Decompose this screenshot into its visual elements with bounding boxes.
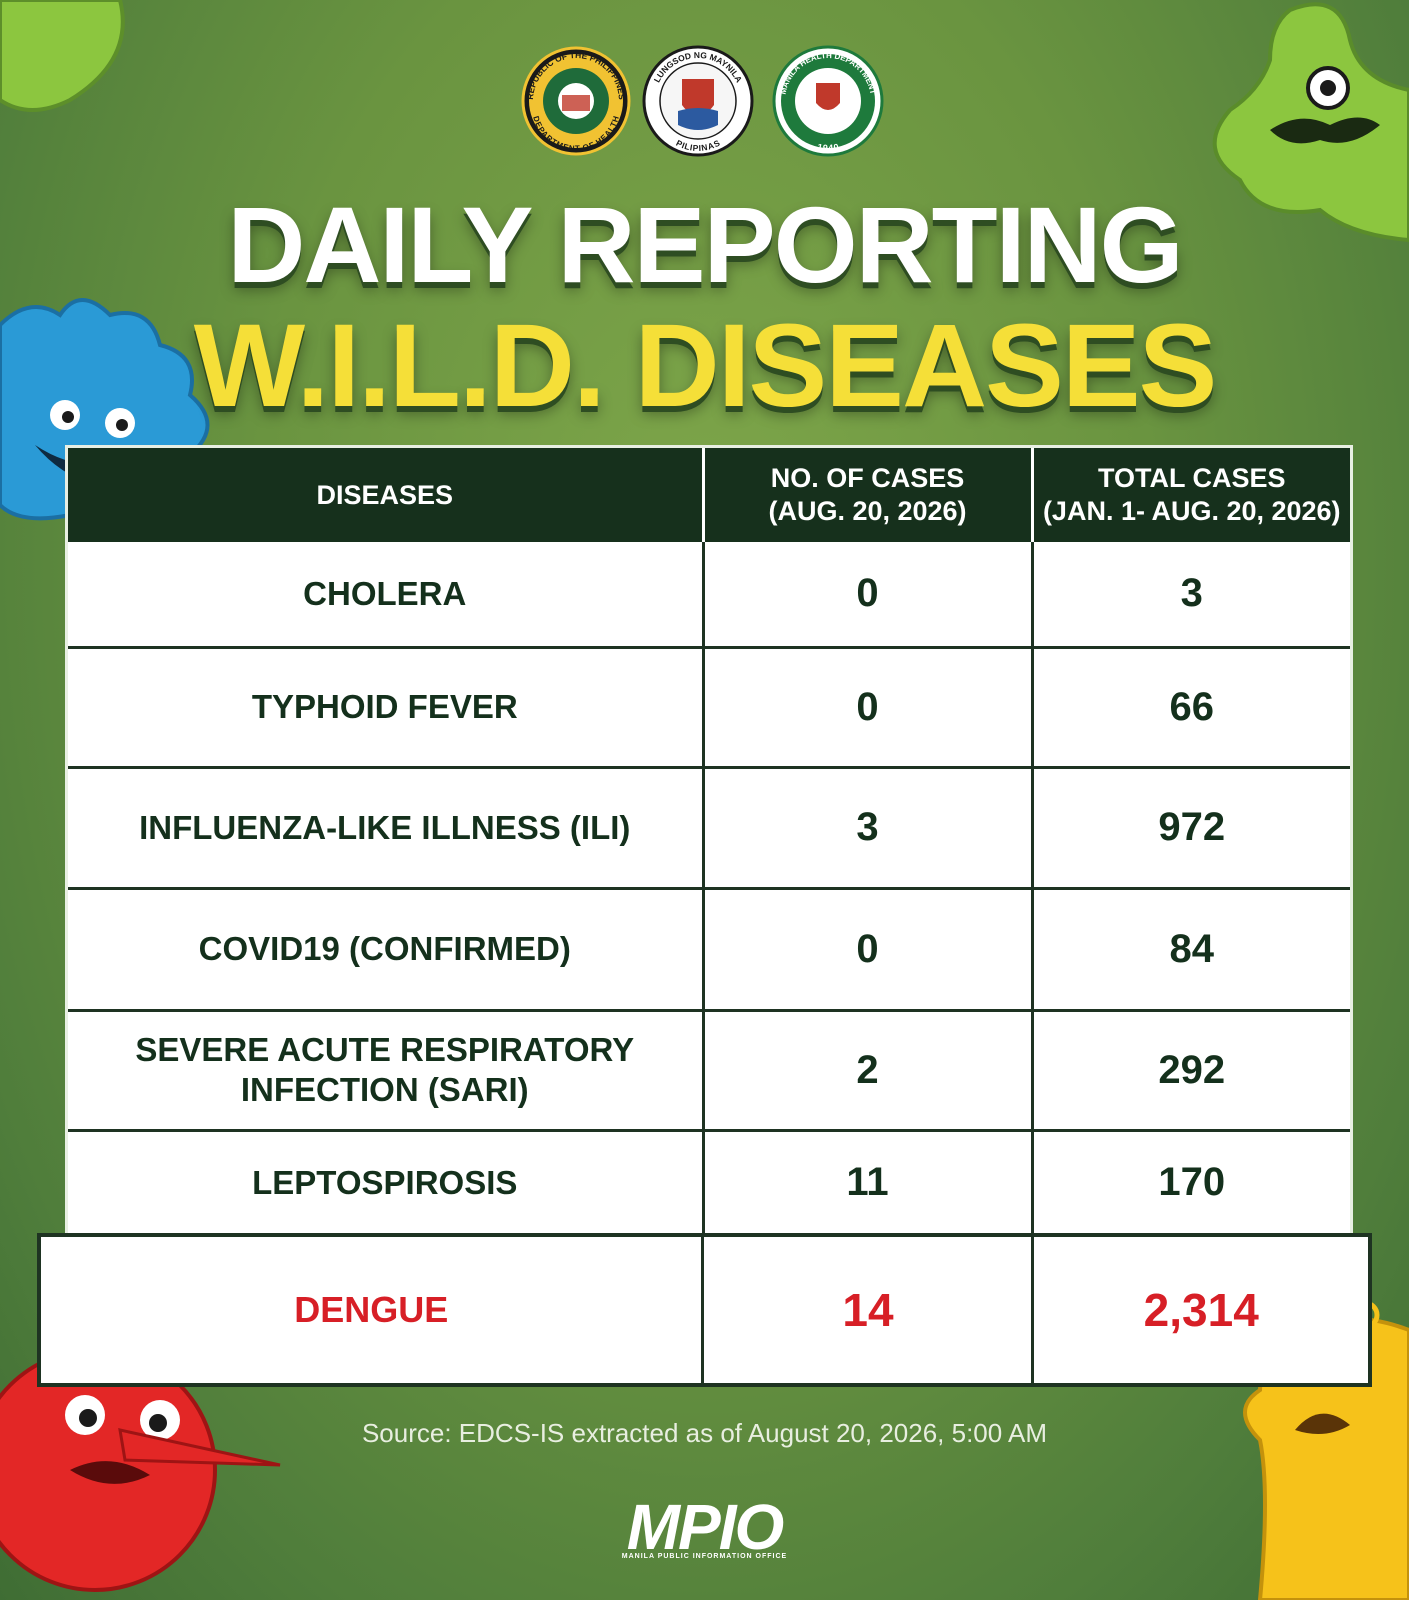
disease-name: CHOLERA	[68, 542, 705, 649]
table-row: SEVERE ACUTE RESPIRATORY INFECTION (SARI…	[68, 1010, 1350, 1132]
disease-name: DENGUE	[294, 1289, 449, 1330]
svg-text:PILIPINAS: PILIPINAS	[674, 138, 722, 154]
header-line: (JAN. 1- AUG. 20, 2026)	[1042, 496, 1341, 526]
germ-illustration	[0, 0, 125, 112]
case-count: 0	[701, 888, 1034, 1012]
case-count: 2	[701, 1010, 1034, 1132]
disease-table: DISEASES NO. OF CASES (AUG. 20, 2026) TOTAL…	[68, 448, 1350, 1237]
case-count: 14	[701, 1235, 1033, 1385]
table-row: TYPHOID FEVER 0 66	[68, 647, 1350, 769]
table-row: INFLUENZA-LIKE ILLNESS (ILI) 3 972	[68, 767, 1350, 890]
case-count: 0	[701, 542, 1034, 649]
header-cell: DISEASES	[68, 448, 703, 542]
footer-subtitle: MANILA PUBLIC INFORMATION OFFICE	[621, 1553, 788, 1560]
case-count: 2,314	[1031, 1235, 1370, 1385]
seal-text: PILIPINAS	[674, 138, 722, 154]
disease-name: COVID19 (CONFIRMED)	[68, 888, 705, 1012]
doh-seal: REPUBLIC OF THE PHILIPPINES DEPARTMENT O…	[521, 46, 631, 156]
header-cell: TOTAL CASES (JAN. 1- AUG. 20, 2026)	[1030, 448, 1350, 542]
header-line: (AUG. 20, 2026)	[768, 496, 967, 526]
table-row: CHOLERA 0 3	[68, 542, 1350, 649]
case-count: 3	[701, 767, 1034, 890]
table-row: COVID19 (CONFIRMED) 0 84	[68, 888, 1350, 1012]
header-row: DISEASES NO. OF CASES (AUG. 20, 2026) TOTAL…	[68, 448, 1350, 542]
case-count: 11	[701, 1130, 1034, 1237]
table-body: CHOLERA 0 3 TYPHOID FEVER 0 66 INFLUENZA-LIKE …	[68, 542, 1350, 1237]
title-line: DAILY REPORTING	[227, 184, 1183, 305]
case-count: 3	[1030, 542, 1350, 649]
header-line: DISEASES	[316, 479, 454, 510]
header-line: TOTAL CASES	[1097, 463, 1286, 493]
mhd-seal: MANILA HEALTH DEPARTMENT 1940	[772, 45, 884, 157]
case-count: 292	[1030, 1010, 1350, 1132]
case-count: 0	[701, 647, 1034, 769]
case-count: 972	[1030, 767, 1350, 890]
disease-name: LEPTOSPIROSIS	[68, 1130, 705, 1237]
header-line: NO. OF CASES	[770, 463, 965, 493]
table-row: LEPTOSPIROSIS 11 170	[68, 1130, 1350, 1237]
disease-name: INFLUENZA-LIKE ILLNESS (ILI)	[68, 767, 705, 890]
case-count: 170	[1030, 1130, 1350, 1237]
manila-seal: LUNGSOD NG MAYNILA PILIPINAS	[642, 45, 754, 157]
disease-name: SEVERE ACUTE RESPIRATORY INFECTION (SARI…	[68, 1010, 705, 1132]
header-cell: NO. OF CASES (AUG. 20, 2026)	[701, 448, 1032, 542]
germ-illustration	[1212, 2, 1409, 243]
footer-logo: MPIO	[626, 1491, 785, 1563]
highlight-row-table: DENGUE 14 2,314	[37, 1233, 1372, 1387]
title-line: W.I.L.D. DISEASES	[193, 300, 1218, 432]
source-note: Source: EDCS-IS extracted as of August 2…	[361, 1418, 1048, 1448]
highlight-row: DENGUE 14 2,314	[39, 1235, 1370, 1385]
logo-group: REPUBLIC OF THE PHILIPPINES DEPARTMENT O…	[521, 45, 884, 157]
case-count: 84	[1030, 888, 1350, 1012]
disease-name: TYPHOID FEVER	[68, 647, 705, 769]
case-count: 66	[1030, 647, 1350, 769]
